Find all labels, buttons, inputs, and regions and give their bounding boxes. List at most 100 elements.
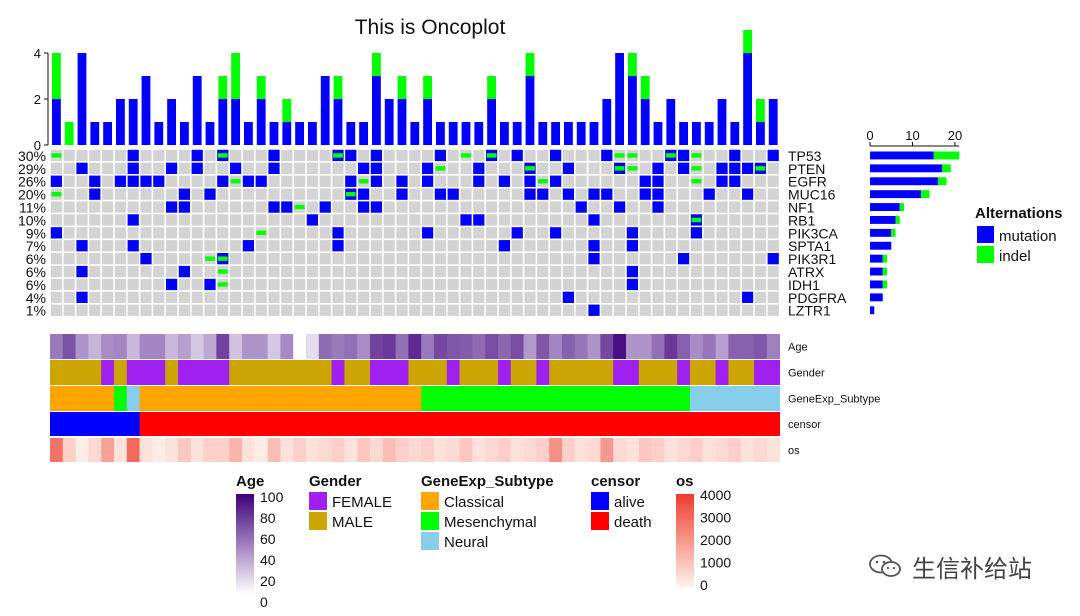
oncoprint-cell — [140, 162, 152, 174]
top-bar-mutation — [52, 99, 61, 145]
oncoprint-cell — [166, 175, 178, 187]
annotation-cell-censor — [446, 412, 460, 436]
top-bar-mutation — [602, 99, 612, 145]
oncoprint-cell — [601, 304, 613, 316]
oncoprint-cell — [178, 240, 190, 252]
legend-age-tick: 20 — [260, 573, 276, 589]
oncoprint-cell — [588, 265, 600, 278]
indel-cell — [217, 256, 228, 261]
right-bar-mutation — [870, 203, 900, 211]
oncoprint-cell — [153, 240, 165, 252]
oncoprint-cell — [102, 201, 114, 213]
annotation-cell-age — [203, 334, 217, 359]
mutation-cell — [742, 291, 754, 303]
mutation-cell — [396, 188, 408, 200]
legend-gender-label: FEMALE — [332, 494, 392, 511]
annotation-cell-censor — [357, 412, 371, 436]
annotation-cell-censor — [114, 412, 128, 436]
oncoprint-cell — [511, 214, 523, 226]
annotation-cell-os — [562, 438, 576, 462]
indel-cell — [217, 269, 228, 274]
annotation-cell-geneexp_subtype — [651, 386, 665, 411]
gene-name-label: SPTA1 — [788, 238, 832, 254]
mutation-cell — [473, 162, 485, 174]
annotation-cell-geneexp_subtype — [114, 386, 128, 411]
oncoprint-cell — [396, 265, 408, 278]
watermark-text: 生信补给站 — [912, 554, 1032, 583]
oncoprint-cell — [409, 162, 421, 174]
oncoprint-cell — [639, 304, 651, 316]
annotation-cell-age — [242, 334, 256, 359]
mutation-cell — [332, 227, 344, 239]
indel-cell — [755, 166, 766, 171]
annotation-cell-censor — [254, 412, 268, 436]
legend-censor-label: death — [614, 514, 652, 531]
oncoprint-cell — [626, 304, 638, 316]
oncoprint-cell — [281, 175, 293, 187]
mutation-cell — [140, 175, 152, 187]
oncoprint-cell — [345, 278, 357, 291]
oncoprint-cell — [268, 291, 280, 303]
indel-cell — [205, 256, 215, 261]
mutation-cell — [626, 240, 638, 252]
oncoprint-cell — [332, 291, 344, 303]
mutation-cell — [114, 175, 126, 187]
oncoprint-cell — [486, 175, 498, 187]
oncoprint-cell — [332, 201, 344, 213]
oncoprint-cell — [178, 253, 190, 265]
oncoprint-cell — [204, 265, 216, 278]
top-bar-mutation — [116, 99, 125, 145]
annotation-cell-gender — [664, 360, 678, 385]
oncoprint-cell — [767, 291, 779, 303]
oncoprint-cell — [50, 253, 62, 265]
oncoprint-cell — [255, 149, 267, 162]
indel-cell — [217, 282, 228, 287]
annotation-cell-age — [229, 334, 243, 359]
annotation-cell-censor — [306, 412, 320, 436]
right-bar-mutation — [870, 267, 883, 276]
oncoprint-cell — [50, 265, 62, 278]
oncoprint-cell — [639, 149, 651, 162]
oncoprint-cell — [409, 149, 421, 162]
oncoprint-cell — [754, 291, 766, 303]
top-bar-mutation — [448, 122, 458, 145]
top-bar-mutation — [512, 122, 522, 145]
oncoprint-cell — [242, 149, 254, 162]
gene-percent-label: 7% — [26, 238, 46, 254]
oncoprint-cell — [422, 201, 434, 213]
annotation-cell-censor — [459, 412, 473, 436]
annotation-cell-censor — [741, 412, 755, 436]
annotation-cell-age — [446, 334, 460, 359]
indel-cell — [525, 166, 535, 171]
oncoprint-cell — [460, 201, 472, 213]
oncoprint-cell — [690, 278, 702, 291]
mutation-cell — [678, 162, 690, 174]
annotation-cell-os — [382, 438, 396, 462]
oncoprint-cell — [281, 304, 293, 316]
chart-title: This is Oncoplot — [354, 16, 506, 39]
mutation-cell — [255, 175, 267, 187]
annotation-cell-age — [485, 334, 499, 359]
top-bar-mutation — [384, 99, 394, 145]
annotation-cell-os — [126, 438, 140, 462]
oncoprint-cell — [716, 265, 728, 278]
top-bar-mutation — [128, 99, 138, 145]
oncoprint-cell — [383, 188, 395, 200]
annotation-cell-os — [549, 438, 563, 462]
top-bar-mutation — [359, 122, 368, 145]
annotation-cell-gender — [114, 360, 128, 385]
oncoprint-cell — [511, 162, 523, 174]
oncoprint-cell — [370, 214, 382, 226]
mutation-cell — [562, 162, 574, 174]
oncoprint-cell — [345, 162, 357, 174]
oncoprint-cell — [76, 304, 88, 316]
top-bar-mutation — [320, 76, 330, 145]
top-bar-mutation — [333, 99, 343, 145]
oncoprint-cell — [447, 201, 459, 213]
oncoprint-cell — [242, 291, 254, 303]
annotation-cell-age — [626, 334, 640, 359]
oncoprint-cell — [63, 304, 75, 316]
oncoprint-cell — [230, 149, 242, 162]
annotation-cell-geneexp_subtype — [370, 386, 384, 411]
oncoprint-cell — [281, 240, 293, 252]
